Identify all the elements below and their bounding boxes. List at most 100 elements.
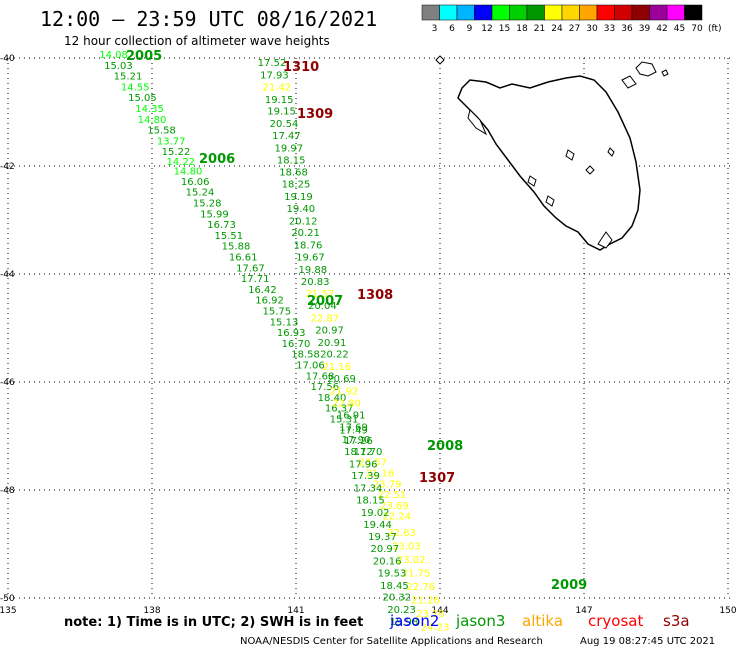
swh-value: 17.90 bbox=[342, 435, 371, 446]
colorbar-tick-label: 36 bbox=[621, 24, 633, 34]
swh-value: 21.16 bbox=[366, 469, 395, 480]
colorbar-tick-label: 6 bbox=[449, 24, 455, 34]
colorbar-swatch bbox=[631, 4, 650, 21]
swh-value: 14.55 bbox=[121, 82, 150, 93]
swh-value: 17.68 bbox=[306, 371, 335, 382]
colorbar: 3 6 9 12 15 18 21 24 27 30 33 36 39 42 45 70 (ft) bbox=[421, 4, 722, 34]
swh-value: 17.34 bbox=[354, 484, 383, 495]
swh-value: 21.92 bbox=[330, 386, 359, 397]
swh-value: 20.97 bbox=[370, 544, 399, 555]
colorbar-tick-label: 24 bbox=[551, 24, 563, 34]
lon-tick-label: 147 bbox=[575, 606, 592, 616]
swh-value: 14.22 bbox=[166, 157, 195, 168]
swh-value: 22.24 bbox=[382, 512, 411, 523]
swh-value: 14.80 bbox=[138, 115, 167, 126]
swh-value: 15.24 bbox=[186, 188, 215, 199]
swh-value: 14.80 bbox=[174, 167, 203, 178]
colorbar-swatch bbox=[509, 4, 528, 21]
swh-value: 17.06 bbox=[296, 361, 325, 372]
swh-value: 17.71 bbox=[241, 274, 270, 285]
swh-value: 21.16 bbox=[322, 362, 351, 373]
satellite-name: s3a bbox=[663, 612, 690, 630]
footer-timestamp: Aug 19 08:27:45 UTC 2021 bbox=[580, 636, 715, 647]
lat-tick-label: -40 bbox=[0, 54, 15, 64]
swh-value: 17.69 bbox=[339, 423, 368, 434]
swh-value: 14.08 bbox=[99, 50, 128, 61]
swh-value: 20.16 bbox=[373, 557, 402, 568]
footer-note: note: 1) Time is in UTC; 2) SWH is in fe… bbox=[64, 615, 363, 630]
swh-value: 23.10 bbox=[416, 609, 445, 620]
swh-value: 22.87 bbox=[310, 314, 339, 325]
swh-value: 20.22 bbox=[320, 350, 349, 361]
lat-tick-label: -48 bbox=[0, 486, 15, 496]
swh-value: 22.51 bbox=[378, 490, 407, 501]
swh-value: 15.58 bbox=[147, 126, 176, 137]
satellite-name: altika bbox=[522, 612, 563, 630]
swh-value: 23.02 bbox=[397, 555, 426, 566]
swh-value: 17.49 bbox=[339, 425, 368, 436]
lat-tick-label: -46 bbox=[0, 378, 15, 388]
colorbar-swatch bbox=[666, 4, 685, 21]
swh-value: 20.83 bbox=[301, 277, 330, 288]
swh-value: 18.12 bbox=[344, 447, 373, 458]
swh-value: 16.73 bbox=[207, 220, 236, 231]
colorbar-tick-label: 3 bbox=[432, 24, 438, 34]
footer-credit: NOAA/NESDIS Center for Satellite Applica… bbox=[240, 636, 543, 647]
colorbar-swatch bbox=[421, 4, 440, 21]
colorbar-tick-label: 39 bbox=[639, 24, 651, 34]
swh-value: 18.15 bbox=[356, 496, 385, 507]
lat-tick-label: -44 bbox=[0, 270, 15, 280]
tasmania-coastline bbox=[435, 55, 669, 251]
swh-value: 23.03 bbox=[392, 541, 421, 552]
swh-value: 19.15 bbox=[267, 107, 296, 118]
colorbar-tick-label: 30 bbox=[586, 24, 598, 34]
colorbar-swatch bbox=[491, 4, 510, 21]
satellite-name: jason2 bbox=[389, 612, 439, 630]
swh-value: 16.06 bbox=[181, 177, 210, 188]
swh-value: 18.68 bbox=[279, 168, 308, 179]
swh-value: 18.76 bbox=[294, 241, 323, 252]
swh-value: 16.42 bbox=[248, 285, 277, 296]
colorbar-tick-label: 15 bbox=[499, 24, 510, 34]
lon-tick-label: 144 bbox=[431, 606, 448, 616]
satellite-legend: jason2 jason3 altika cryosat s3a bbox=[389, 612, 690, 630]
swh-value: 18.15 bbox=[277, 155, 306, 166]
swh-value: 18.45 bbox=[380, 581, 409, 592]
swh-value: 19.44 bbox=[363, 520, 392, 531]
swh-value: 17.47 bbox=[272, 131, 301, 142]
swh-value: 15.28 bbox=[193, 199, 222, 210]
swh-value: 14.35 bbox=[135, 104, 164, 115]
swh-value: 20.23 bbox=[387, 605, 416, 616]
swh-value: 20.69 bbox=[327, 374, 356, 385]
colorbar-swatch bbox=[456, 4, 475, 21]
page-title: 12:00 – 23:59 UTC 08/16/2021 bbox=[40, 7, 377, 31]
swh-value: 21.42 bbox=[262, 82, 291, 93]
swh-value: 22.76 bbox=[406, 582, 435, 593]
swh-value: 21.75 bbox=[402, 568, 431, 579]
swh-value: 19.15 bbox=[265, 95, 294, 106]
colorbar-tick-label: 9 bbox=[467, 24, 473, 34]
swh-value: 17.26 bbox=[344, 436, 373, 447]
swh-value: 16.91 bbox=[337, 411, 366, 422]
time-label-1309: 1309 bbox=[297, 107, 333, 122]
swh-value: 15.13 bbox=[270, 317, 299, 328]
colorbar-swatch bbox=[526, 4, 545, 21]
colorbar-swatch bbox=[561, 4, 580, 21]
colorbar-swatch bbox=[684, 4, 703, 21]
swh-value: 15.88 bbox=[222, 242, 251, 253]
swh-value: 20.32 bbox=[382, 593, 411, 604]
swh-value: 18.25 bbox=[282, 180, 311, 191]
swh-value: 16.92 bbox=[255, 296, 284, 307]
swh-value: 15.21 bbox=[114, 72, 143, 83]
lon-tick-label: 135 bbox=[0, 606, 17, 616]
swh-value: 19.97 bbox=[274, 143, 303, 154]
swh-value: 15.03 bbox=[104, 61, 133, 72]
lon-tick-label: 141 bbox=[287, 606, 304, 616]
time-label-2006: 2006 bbox=[199, 152, 235, 167]
time-label-2005: 2005 bbox=[126, 49, 162, 64]
colorbar-tick-label: 70 bbox=[691, 24, 703, 34]
swh-value: 15.05 bbox=[128, 93, 157, 104]
swh-value: 19.02 bbox=[361, 508, 390, 519]
swh-value: 21.26 bbox=[411, 595, 440, 606]
swh-value: 19.53 bbox=[378, 568, 407, 579]
